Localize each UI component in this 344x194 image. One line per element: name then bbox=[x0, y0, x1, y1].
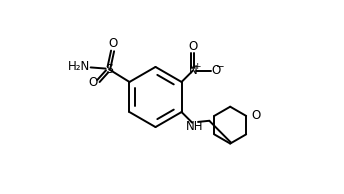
Text: O: O bbox=[251, 109, 261, 122]
Text: −: − bbox=[216, 62, 225, 72]
Text: O: O bbox=[211, 64, 220, 77]
Text: O: O bbox=[188, 40, 197, 53]
Text: NH: NH bbox=[185, 120, 203, 133]
Text: O: O bbox=[108, 37, 117, 50]
Text: N: N bbox=[189, 64, 197, 77]
Text: +: + bbox=[193, 62, 201, 71]
Text: O: O bbox=[88, 76, 97, 89]
Text: H₂N: H₂N bbox=[67, 60, 90, 73]
Text: S: S bbox=[105, 63, 113, 76]
